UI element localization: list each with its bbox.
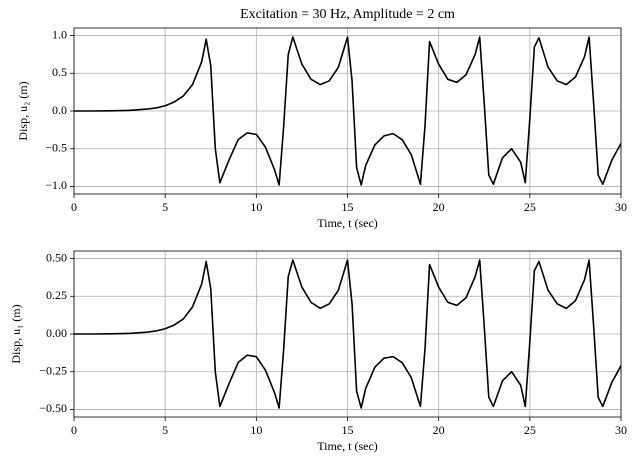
y-tick-label: −0.50 bbox=[39, 401, 67, 415]
y-tick-label: −0.25 bbox=[39, 363, 67, 377]
data-line bbox=[74, 36, 622, 186]
x-tick-label: 30 bbox=[615, 200, 627, 214]
x-tick-label: 25 bbox=[524, 423, 536, 437]
x-tick-label: 5 bbox=[162, 200, 168, 214]
x-axis-label: Time, t (sec) bbox=[317, 439, 378, 453]
x-tick-label: 10 bbox=[250, 423, 262, 437]
chart-title: Excitation = 30 Hz, Amplitude = 2 cm bbox=[240, 7, 455, 22]
x-tick-label: 25 bbox=[524, 200, 536, 214]
y-tick-label: 0.25 bbox=[46, 288, 67, 302]
x-tick-label: 10 bbox=[250, 200, 262, 214]
x-tick-label: 0 bbox=[71, 200, 77, 214]
x-axis-label: Time, t (sec) bbox=[317, 216, 378, 230]
y-axis-label: Disp, u₁ (m) bbox=[9, 304, 23, 363]
y-tick-label: 0.0 bbox=[52, 103, 67, 117]
y-tick-label: 0.5 bbox=[52, 65, 67, 79]
x-tick-label: 15 bbox=[342, 423, 354, 437]
y-tick-label: 0.00 bbox=[46, 326, 67, 340]
x-tick-label: 15 bbox=[342, 200, 354, 214]
x-tick-label: 0 bbox=[71, 423, 77, 437]
x-tick-label: 20 bbox=[433, 200, 445, 214]
y-tick-label: 1.0 bbox=[52, 27, 67, 41]
data-line bbox=[74, 259, 622, 409]
x-tick-label: 5 bbox=[162, 423, 168, 437]
y-tick-label: −1.0 bbox=[45, 178, 67, 192]
y-tick-label: −0.5 bbox=[45, 140, 67, 154]
y-axis-label: Disp, u₂ (m) bbox=[16, 81, 30, 140]
x-tick-label: 20 bbox=[433, 423, 445, 437]
y-tick-label: 0.50 bbox=[46, 250, 67, 264]
x-tick-label: 30 bbox=[615, 423, 627, 437]
